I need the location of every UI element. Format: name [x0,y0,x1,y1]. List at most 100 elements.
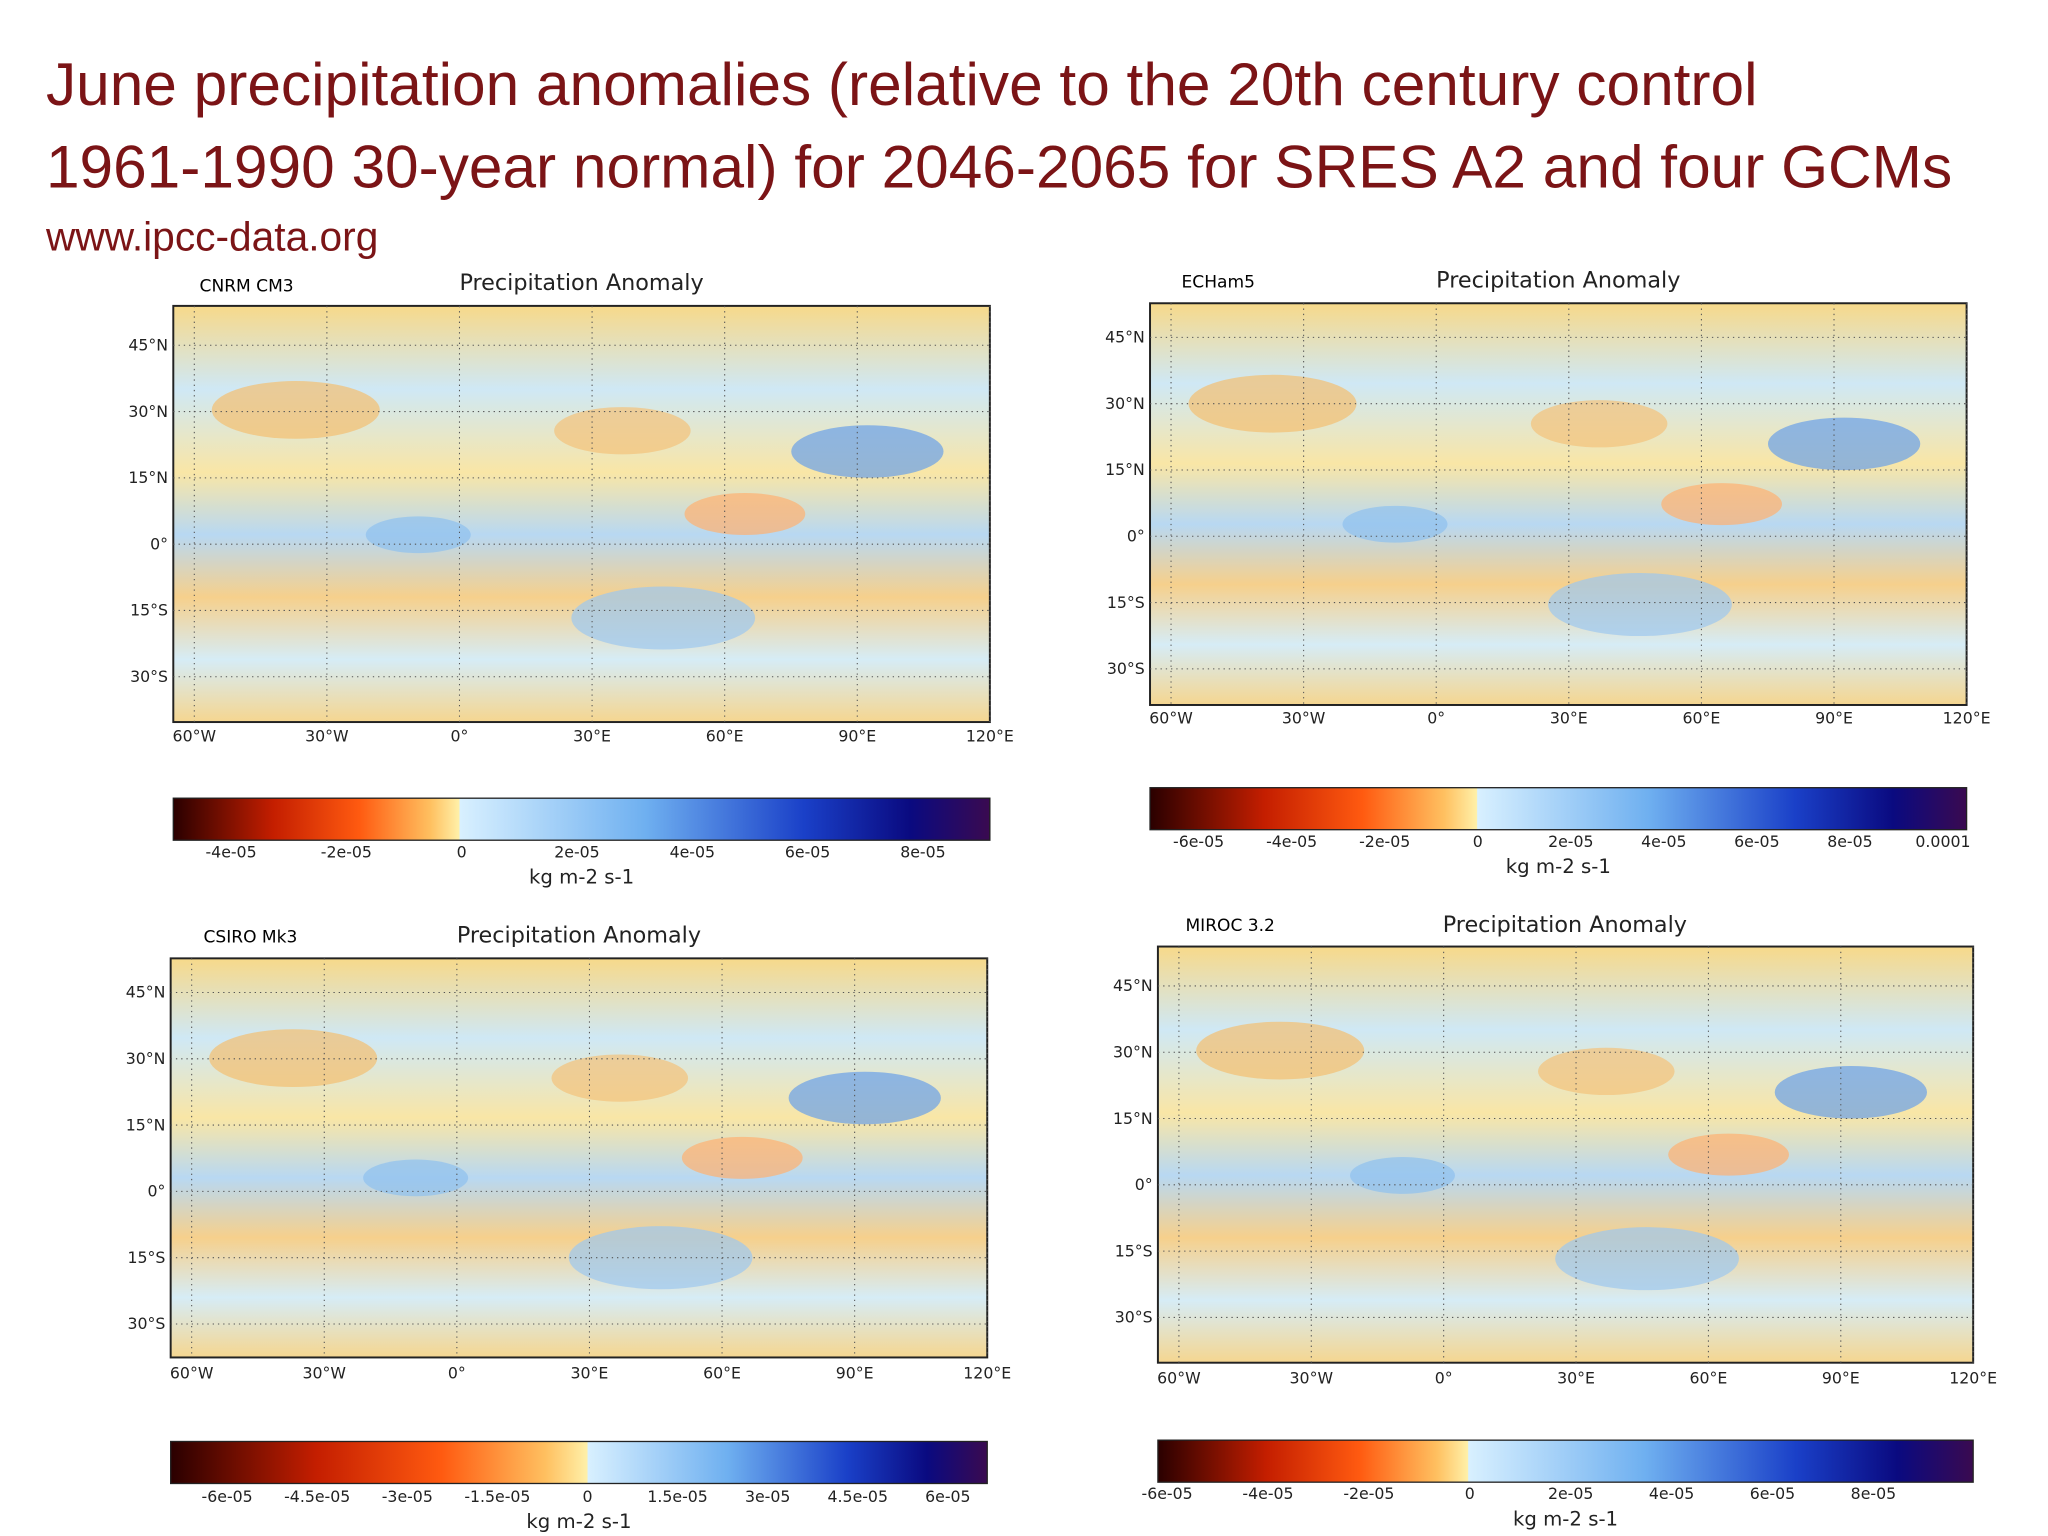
lat-label: 30°S [1115,1308,1153,1327]
map-panel: 45°N 30°N 15°N 0° 15°S 30°S 60°W 30°W 0° 30°E 60°E… [128,270,1013,888]
lat-label: 45°N [1113,976,1153,995]
anomaly-region [1767,417,1921,471]
colorbar-tick-label: 0 [1473,832,1483,851]
colorbar-tick-label: 0 [457,842,467,861]
lat-label: 15°S [127,1248,165,1267]
lon-label: 120°E [966,727,1014,746]
lon-label: 60°W [1157,1369,1201,1388]
anomaly-region [365,516,471,554]
lon-label: 120°E [1949,1369,1997,1388]
colorbar-tick-label: -4e-05 [1266,832,1317,851]
lat-label: 30°S [127,1314,165,1333]
lat-label: 45°N [1105,328,1145,347]
lat-label: 30°S [130,667,168,686]
anomaly-region [791,425,944,478]
lat-label: 45°N [128,336,168,355]
anomaly-region [681,1136,803,1179]
anomaly-region [788,1071,941,1125]
lon-label: 60°E [1682,708,1720,727]
colorbar-tick-label: -6e-05 [1142,1484,1193,1503]
colorbar-tick-label: -2e-05 [1359,832,1410,851]
colorbar [1149,787,1968,831]
anomaly-region [1774,1065,1928,1119]
lon-label: 90°E [1815,708,1853,727]
lat-label: 30°S [1107,659,1145,678]
anomaly-region [551,1054,689,1102]
lon-label: 0° [1427,708,1445,727]
map-panel: 45°N 30°N 15°N 0° 15°S 30°S 60°W 30°W 0° 30°E 60°E… [126,923,1011,1534]
map [169,957,989,1359]
anomaly-region [363,1159,469,1197]
panel-title: Precipitation Anomaly [457,923,701,949]
colorbar-tick-label: 0.0001 [1915,832,1970,851]
panel-title: Precipitation Anomaly [1443,912,1687,938]
colorbar-tick-label: 3e-05 [745,1487,790,1506]
lon-label: 120°E [963,1363,1011,1382]
colorbar-units: kg m-2 s-1 [529,866,634,889]
colorbar-units: kg m-2 s-1 [526,1510,631,1533]
anomaly-region [209,1029,378,1088]
lat-label: 30°N [128,402,168,421]
lat-label: 15°S [1107,593,1145,612]
anomaly-region [568,1226,753,1290]
colorbar [170,1440,988,1485]
title-line: June precipitation anomalies (relative t… [46,50,1758,118]
lat-label: 30°N [1105,394,1145,413]
colorbar-tick-label: 1.5e-05 [647,1487,707,1506]
lat-label: 15°S [1115,1241,1153,1260]
colorbar-tick-label: 0 [582,1487,592,1506]
anomaly-region [1530,400,1668,448]
lat-label: 0° [1127,527,1145,546]
lon-label: 30°W [1282,708,1326,727]
lat-label: 30°N [1113,1042,1153,1061]
anomaly-region [1188,374,1357,433]
colorbar-tick-label: 6e-05 [1750,1484,1795,1503]
colorbar [172,797,991,841]
colorbar-units: kg m-2 s-1 [1513,1507,1618,1530]
colorbar-tick-label: 6e-05 [1734,832,1779,851]
colorbar-tick-label: 4e-05 [670,842,715,861]
lat-label: 15°N [126,1115,166,1134]
lon-label: 90°E [1822,1369,1860,1388]
lon-label: 30°W [1290,1369,1334,1388]
lon-label: 60°E [706,727,744,746]
colorbar-tick-label: -4e-05 [205,842,256,861]
colorbar-tick-label: 4e-05 [1649,1484,1694,1503]
colorbar-tick-label: 8e-05 [900,842,945,861]
colorbar-tick-label: 8e-05 [1851,1484,1896,1503]
colorbar-units: kg m-2 s-1 [1506,855,1611,878]
colorbar-tick-label: -6e-05 [1173,832,1224,851]
anomaly-region [1661,483,1783,526]
anomaly-region [211,381,380,439]
colorbar-tick-label: 8e-05 [1827,832,1872,851]
anomaly-region [1538,1047,1675,1096]
map-panel: 45°N 30°N 15°N 0° 15°S 30°S 60°W 30°W 0° 30°E 60°E… [1113,912,1997,1530]
lat-label: 45°N [126,983,166,1002]
lon-label: 60°W [173,727,217,746]
colorbar [1157,1439,1974,1483]
colorbar-tick-label: 4e-05 [1641,832,1686,851]
anomaly-region [1668,1133,1789,1176]
map [172,304,991,724]
lon-label: 60°E [703,1363,741,1382]
colorbar-tick-label: 2e-05 [554,842,599,861]
map-panel: 45°N 30°N 15°N 0° 15°S 30°S 60°W 30°W 0° 30°E 60°E… [1105,268,1990,879]
lat-label: 15°S [130,601,168,620]
colorbar-tick-label: 6e-05 [925,1487,970,1506]
lon-label: 30°W [305,727,349,746]
map [1156,945,1975,1364]
lon-label: 0° [448,1363,466,1382]
lat-label: 0° [148,1182,166,1201]
anomaly-region [554,407,691,455]
lat-label: 15°N [128,468,168,487]
lat-label: 15°N [1105,460,1145,479]
colorbar-tick-label: -3e-05 [382,1487,433,1506]
model-name: CSIRO Mk3 [203,928,297,948]
colorbar-tick-label: 0 [1465,1484,1475,1503]
colorbar-tick-label: -4e-05 [1242,1484,1293,1503]
source-url: www.ipcc-data.org [45,214,378,260]
lon-label: 30°E [571,1363,609,1382]
lat-label: 30°N [126,1049,166,1068]
colorbar-tick-label: 2e-05 [1548,1484,1593,1503]
